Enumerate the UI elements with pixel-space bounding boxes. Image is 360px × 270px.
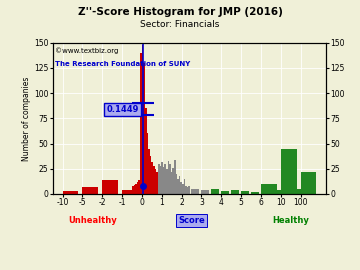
Bar	[153, 166, 154, 194]
Text: Unhealthy: Unhealthy	[68, 216, 117, 225]
Bar	[185, 186, 187, 194]
Bar	[132, 186, 134, 194]
Bar	[281, 148, 297, 194]
Bar	[271, 189, 277, 194]
Bar	[176, 174, 177, 194]
Bar	[182, 184, 184, 194]
Text: 0.1449: 0.1449	[107, 105, 139, 114]
Bar	[156, 172, 158, 194]
Bar	[211, 189, 219, 194]
Bar	[174, 160, 176, 194]
Bar	[82, 187, 98, 194]
Bar	[142, 45, 144, 194]
Bar	[137, 182, 138, 194]
Bar	[165, 164, 166, 194]
Bar	[168, 161, 169, 194]
Bar	[163, 167, 165, 194]
Bar	[261, 184, 277, 194]
Bar	[102, 180, 118, 194]
Text: ©www.textbiz.org: ©www.textbiz.org	[55, 47, 119, 54]
Bar	[122, 190, 138, 194]
Bar	[180, 182, 182, 194]
Bar	[169, 164, 171, 194]
Bar	[145, 108, 147, 194]
Bar	[160, 166, 161, 194]
Bar	[192, 189, 199, 194]
Bar	[251, 192, 259, 194]
Bar	[138, 180, 140, 194]
Bar	[147, 133, 148, 194]
Bar	[231, 190, 239, 194]
Bar	[291, 186, 297, 194]
Bar	[221, 191, 229, 194]
Text: Z''-Score Histogram for JMP (2016): Z''-Score Histogram for JMP (2016)	[77, 7, 283, 17]
Bar	[171, 172, 172, 194]
Bar	[201, 190, 209, 194]
Bar	[241, 191, 249, 194]
Bar	[144, 63, 145, 194]
Bar	[187, 187, 188, 194]
Text: The Research Foundation of SUNY: The Research Foundation of SUNY	[55, 61, 191, 67]
Bar	[152, 162, 153, 194]
Bar	[148, 148, 150, 194]
Bar	[127, 191, 131, 194]
Bar	[188, 186, 190, 194]
Bar	[177, 179, 179, 194]
Text: Healthy: Healthy	[272, 216, 309, 225]
Bar	[150, 156, 152, 194]
Text: Score: Score	[178, 216, 205, 225]
Bar	[140, 53, 142, 194]
Bar	[63, 191, 78, 194]
Bar	[172, 168, 174, 194]
Bar	[134, 185, 135, 194]
Bar	[179, 176, 180, 194]
Bar	[301, 172, 316, 194]
Bar	[158, 164, 160, 194]
Bar	[161, 162, 163, 194]
Bar	[166, 169, 168, 194]
Bar	[154, 169, 156, 194]
Bar	[184, 179, 185, 194]
Bar	[296, 189, 302, 194]
Text: Sector: Financials: Sector: Financials	[140, 20, 220, 29]
Y-axis label: Number of companies: Number of companies	[22, 76, 31, 161]
Bar	[135, 184, 137, 194]
Bar	[276, 190, 282, 194]
